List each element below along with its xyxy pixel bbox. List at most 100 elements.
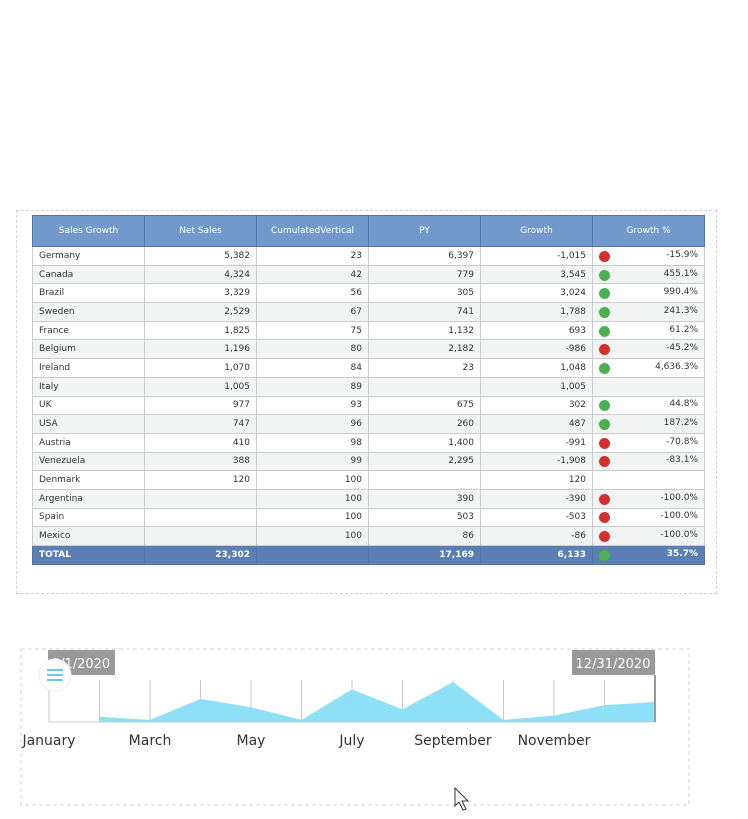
table-cell: 977 [144, 395, 257, 416]
cell-text: 487 [568, 419, 586, 430]
cell-text: 241.3% [663, 305, 698, 316]
table-cell: 4,324 [144, 264, 257, 285]
table-cell: 741 [368, 302, 481, 322]
cell-text: 693 [568, 325, 586, 336]
cell-text: 977 [232, 400, 250, 411]
table-cell: -45.2% [592, 339, 705, 360]
cell-text: 67 [350, 306, 362, 317]
table-cell: 779 [368, 264, 481, 285]
table-cell: 84 [256, 358, 369, 378]
cell-text: USA [39, 419, 58, 430]
cell-text: Germany [39, 250, 81, 261]
status-dot [599, 419, 610, 431]
cell-text: 990.4% [663, 287, 698, 298]
table-cell: 1,048 [480, 358, 593, 378]
cell-text: 80 [350, 344, 362, 355]
cell-text: 61.2% [669, 324, 698, 335]
table-cell: 75 [256, 320, 369, 341]
table-row: Venezuela 388 99 2,295 -1,908 -83.1% [32, 451, 705, 472]
cell-text: 455.1% [663, 268, 698, 279]
table-cell: Sweden [32, 302, 145, 322]
table-cell: 1,005 [480, 376, 593, 397]
table-cell: 86 [368, 526, 481, 546]
cell-text: -83.1% [666, 455, 698, 466]
table-cell: 120 [480, 470, 593, 490]
status-dot [599, 362, 610, 374]
cell-text: 388 [232, 456, 250, 467]
column-header: Growth % [592, 215, 705, 247]
table-cell: -15.9% [592, 246, 705, 266]
table-cell: 100 [256, 507, 369, 528]
cell-text: 100 [344, 493, 362, 504]
table-cell [144, 507, 257, 528]
table-cell: 990.4% [592, 283, 705, 304]
table-row: Germany 5,382 23 6,397 -1,015 -15.9% [32, 246, 705, 266]
cell-text: 23 [350, 250, 362, 261]
table-cell: 42 [256, 264, 369, 285]
cell-text: 93 [350, 400, 362, 411]
table-cell: -390 [480, 488, 593, 509]
table-cell: 89 [256, 376, 369, 397]
cell-text: 56 [350, 288, 362, 299]
end-tag [572, 650, 655, 675]
table-cell [144, 526, 257, 546]
column-header: Net Sales [144, 215, 257, 247]
cell-text: Ireland [39, 362, 71, 373]
table-cell: 2,182 [368, 339, 481, 360]
table-cell: USA [32, 414, 145, 434]
cell-text: 100 [344, 475, 362, 486]
total-row: TOTAL 23,302 17,169 6,133 35.7% [32, 545, 705, 565]
table-cell: 23 [256, 246, 369, 266]
table-row: Sweden 2,529 67 741 1,788 241.3% [32, 302, 705, 322]
cell-text: 120 [568, 475, 586, 486]
sales-table: Sales Growth Net Sales CumulatedVertical PY… [32, 215, 705, 565]
table-cell: 23,302 [144, 545, 257, 565]
table-cell: -100.0% [592, 526, 705, 546]
table-cell: Italy [32, 376, 145, 397]
cell-text: UK [39, 400, 52, 411]
table-cell: 1,400 [368, 432, 481, 453]
table-cell: TOTAL [32, 545, 145, 565]
cell-text: 2,529 [224, 306, 250, 317]
header-row: Sales Growth Net Sales CumulatedVertical PY… [32, 215, 705, 247]
status-dot [599, 344, 610, 356]
cell-text: TOTAL [39, 549, 71, 560]
table-cell: 2,529 [144, 302, 257, 322]
cell-text: -100.0% [660, 530, 698, 541]
table-cell: 4,636.3% [592, 358, 705, 378]
status-dot [599, 493, 610, 505]
cell-text: 1,132 [448, 325, 474, 336]
table-cell: -986 [480, 339, 593, 360]
table-cell: 100 [256, 526, 369, 546]
table-cell: 3,024 [480, 283, 593, 304]
cell-text: 6,133 [557, 549, 586, 560]
table-row: Argentina 100 390 -390 -100.0% [32, 488, 705, 509]
cell-text: 2,182 [448, 344, 474, 355]
table-cell: -83.1% [592, 451, 705, 472]
cell-text: 44.8% [669, 399, 698, 410]
table-cell: -70.8% [592, 432, 705, 453]
table-row: Ireland 1,070 84 23 1,048 4,636.3% [32, 358, 705, 378]
table-cell: Mexico [32, 526, 145, 546]
cell-text: 675 [456, 400, 474, 411]
end-label: 12/31/2020 [576, 657, 651, 672]
table-cell [368, 376, 481, 397]
status-dot [599, 269, 610, 281]
table-cell: 388 [144, 451, 257, 472]
table-cell: Belgium [32, 339, 145, 360]
status-dot [599, 437, 610, 449]
table-cell: -1,908 [480, 451, 593, 472]
cell-text: 4,636.3% [655, 361, 698, 372]
cell-text: 305 [456, 288, 474, 299]
table-cell: 747 [144, 414, 257, 434]
table-cell [368, 470, 481, 490]
table-row: Denmark 120 100 120 [32, 470, 705, 490]
cell-text: -1,015 [556, 250, 586, 261]
table-cell: 241.3% [592, 302, 705, 322]
table-cell: -503 [480, 507, 593, 528]
cell-text: 1,400 [448, 437, 474, 448]
cell-text: -503 [565, 512, 586, 523]
table-cell: 23 [368, 358, 481, 378]
cell-text: 42 [350, 269, 362, 280]
column-header: CumulatedVertical [256, 215, 369, 247]
